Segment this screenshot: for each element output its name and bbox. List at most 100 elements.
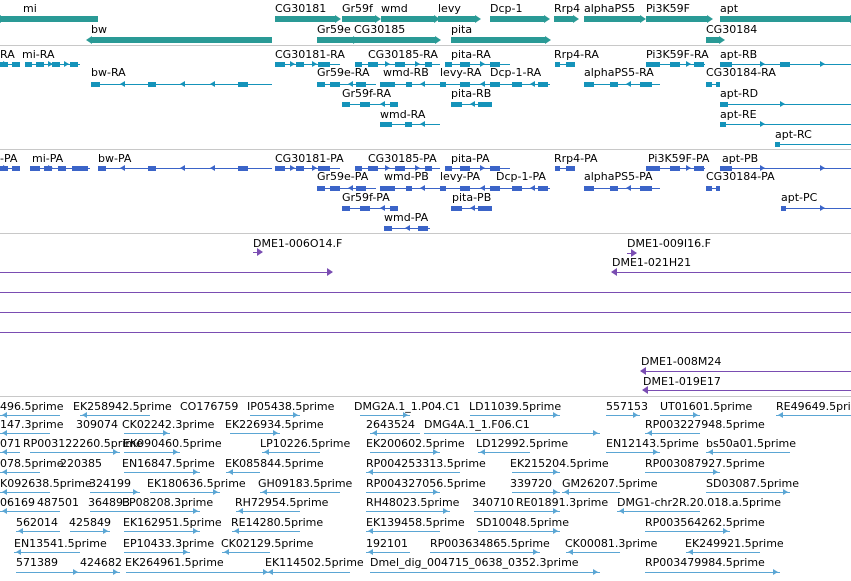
- feature-glyph[interactable]: [90, 508, 200, 514]
- gene-bar[interactable]: [354, 36, 441, 44]
- clone-line[interactable]: [0, 332, 851, 333]
- feature-glyph[interactable]: [91, 81, 272, 87]
- feature-glyph[interactable]: [706, 489, 790, 495]
- feature-glyph[interactable]: [451, 101, 492, 107]
- feature-glyph[interactable]: [645, 569, 780, 575]
- feature-glyph[interactable]: [645, 528, 730, 534]
- feature-glyph[interactable]: [380, 81, 440, 87]
- feature-glyph[interactable]: [262, 449, 320, 455]
- feature-glyph[interactable]: [236, 508, 300, 514]
- feature-glyph[interactable]: [226, 469, 260, 475]
- feature-glyph[interactable]: [775, 142, 851, 147]
- gene-bar[interactable]: [86, 36, 272, 44]
- feature-glyph[interactable]: [0, 449, 20, 455]
- gene-bar[interactable]: [317, 36, 359, 44]
- feature-glyph[interactable]: [646, 165, 705, 171]
- feature-glyph[interactable]: [0, 61, 20, 67]
- feature-glyph[interactable]: [512, 469, 560, 475]
- feature-glyph[interactable]: [366, 528, 440, 534]
- feature-glyph[interactable]: [606, 412, 640, 418]
- feature-glyph[interactable]: [781, 205, 851, 211]
- clone-line[interactable]: [253, 248, 263, 256]
- feature-glyph[interactable]: [562, 489, 620, 495]
- feature-glyph[interactable]: [646, 61, 705, 67]
- feature-glyph[interactable]: [222, 549, 270, 555]
- gene-bar[interactable]: [342, 15, 381, 23]
- feature-glyph[interactable]: [366, 549, 410, 555]
- feature-glyph[interactable]: [512, 489, 560, 495]
- feature-glyph[interactable]: [360, 412, 410, 418]
- feature-glyph[interactable]: [260, 489, 340, 495]
- feature-glyph[interactable]: [355, 61, 440, 67]
- feature-glyph[interactable]: [124, 528, 200, 534]
- feature-glyph[interactable]: [555, 62, 575, 67]
- feature-glyph[interactable]: [478, 528, 560, 534]
- feature-glyph[interactable]: [232, 528, 300, 534]
- feature-glyph[interactable]: [490, 185, 550, 191]
- feature-glyph[interactable]: [150, 489, 220, 495]
- feature-glyph[interactable]: [555, 166, 575, 171]
- feature-glyph[interactable]: [0, 489, 50, 495]
- feature-glyph[interactable]: [230, 430, 280, 436]
- feature-glyph[interactable]: [584, 185, 660, 191]
- feature-glyph[interactable]: [706, 449, 790, 455]
- clone-line[interactable]: [611, 268, 851, 276]
- feature-glyph[interactable]: [451, 205, 492, 211]
- feature-glyph[interactable]: [16, 569, 80, 575]
- feature-glyph[interactable]: [706, 82, 720, 87]
- feature-glyph[interactable]: [126, 569, 270, 575]
- feature-glyph[interactable]: [440, 81, 490, 87]
- gene-bar[interactable]: [554, 15, 579, 23]
- feature-glyph[interactable]: [124, 549, 190, 555]
- feature-glyph[interactable]: [98, 165, 272, 171]
- feature-glyph[interactable]: [366, 489, 440, 495]
- feature-glyph[interactable]: [124, 449, 180, 455]
- gene-bar[interactable]: [490, 15, 550, 23]
- feature-glyph[interactable]: [445, 165, 510, 171]
- feature-glyph[interactable]: [686, 549, 760, 555]
- feature-glyph[interactable]: [720, 101, 851, 107]
- feature-glyph[interactable]: [30, 449, 120, 455]
- feature-glyph[interactable]: [470, 412, 560, 418]
- feature-glyph[interactable]: [440, 185, 490, 191]
- feature-glyph[interactable]: [366, 508, 450, 514]
- feature-glyph[interactable]: [720, 165, 851, 171]
- gene-bar[interactable]: [706, 36, 725, 44]
- gene-bar[interactable]: [451, 36, 551, 44]
- feature-glyph[interactable]: [370, 569, 600, 575]
- feature-glyph[interactable]: [645, 430, 700, 436]
- clone-line[interactable]: [0, 312, 851, 313]
- feature-glyph[interactable]: [342, 101, 398, 107]
- feature-glyph[interactable]: [25, 61, 80, 67]
- feature-glyph[interactable]: [342, 205, 398, 211]
- feature-glyph[interactable]: [490, 81, 550, 87]
- feature-glyph[interactable]: [0, 508, 60, 514]
- feature-glyph[interactable]: [250, 412, 300, 418]
- gene-bar[interactable]: [720, 15, 851, 23]
- feature-glyph[interactable]: [430, 549, 540, 555]
- clone-line[interactable]: [640, 367, 851, 375]
- gene-bar[interactable]: [584, 15, 646, 23]
- feature-glyph[interactable]: [370, 430, 420, 436]
- feature-glyph[interactable]: [90, 489, 140, 495]
- feature-glyph[interactable]: [70, 528, 110, 534]
- feature-glyph[interactable]: [776, 412, 851, 418]
- feature-glyph[interactable]: [124, 430, 170, 436]
- gene-bar[interactable]: [438, 15, 481, 23]
- feature-glyph[interactable]: [355, 165, 440, 171]
- feature-glyph[interactable]: [445, 61, 510, 67]
- feature-glyph[interactable]: [366, 469, 460, 475]
- clone-line[interactable]: [627, 249, 637, 257]
- gene-bar[interactable]: [381, 15, 440, 23]
- feature-glyph[interactable]: [14, 549, 80, 555]
- gene-bar[interactable]: [646, 15, 713, 23]
- feature-glyph[interactable]: [660, 412, 700, 418]
- clone-line[interactable]: [0, 292, 851, 293]
- feature-glyph[interactable]: [645, 469, 720, 475]
- feature-glyph[interactable]: [0, 469, 40, 475]
- feature-glyph[interactable]: [584, 81, 660, 87]
- clone-line[interactable]: [0, 268, 333, 276]
- clone-line[interactable]: [642, 386, 851, 394]
- feature-glyph[interactable]: [275, 165, 340, 171]
- feature-glyph[interactable]: [317, 185, 376, 191]
